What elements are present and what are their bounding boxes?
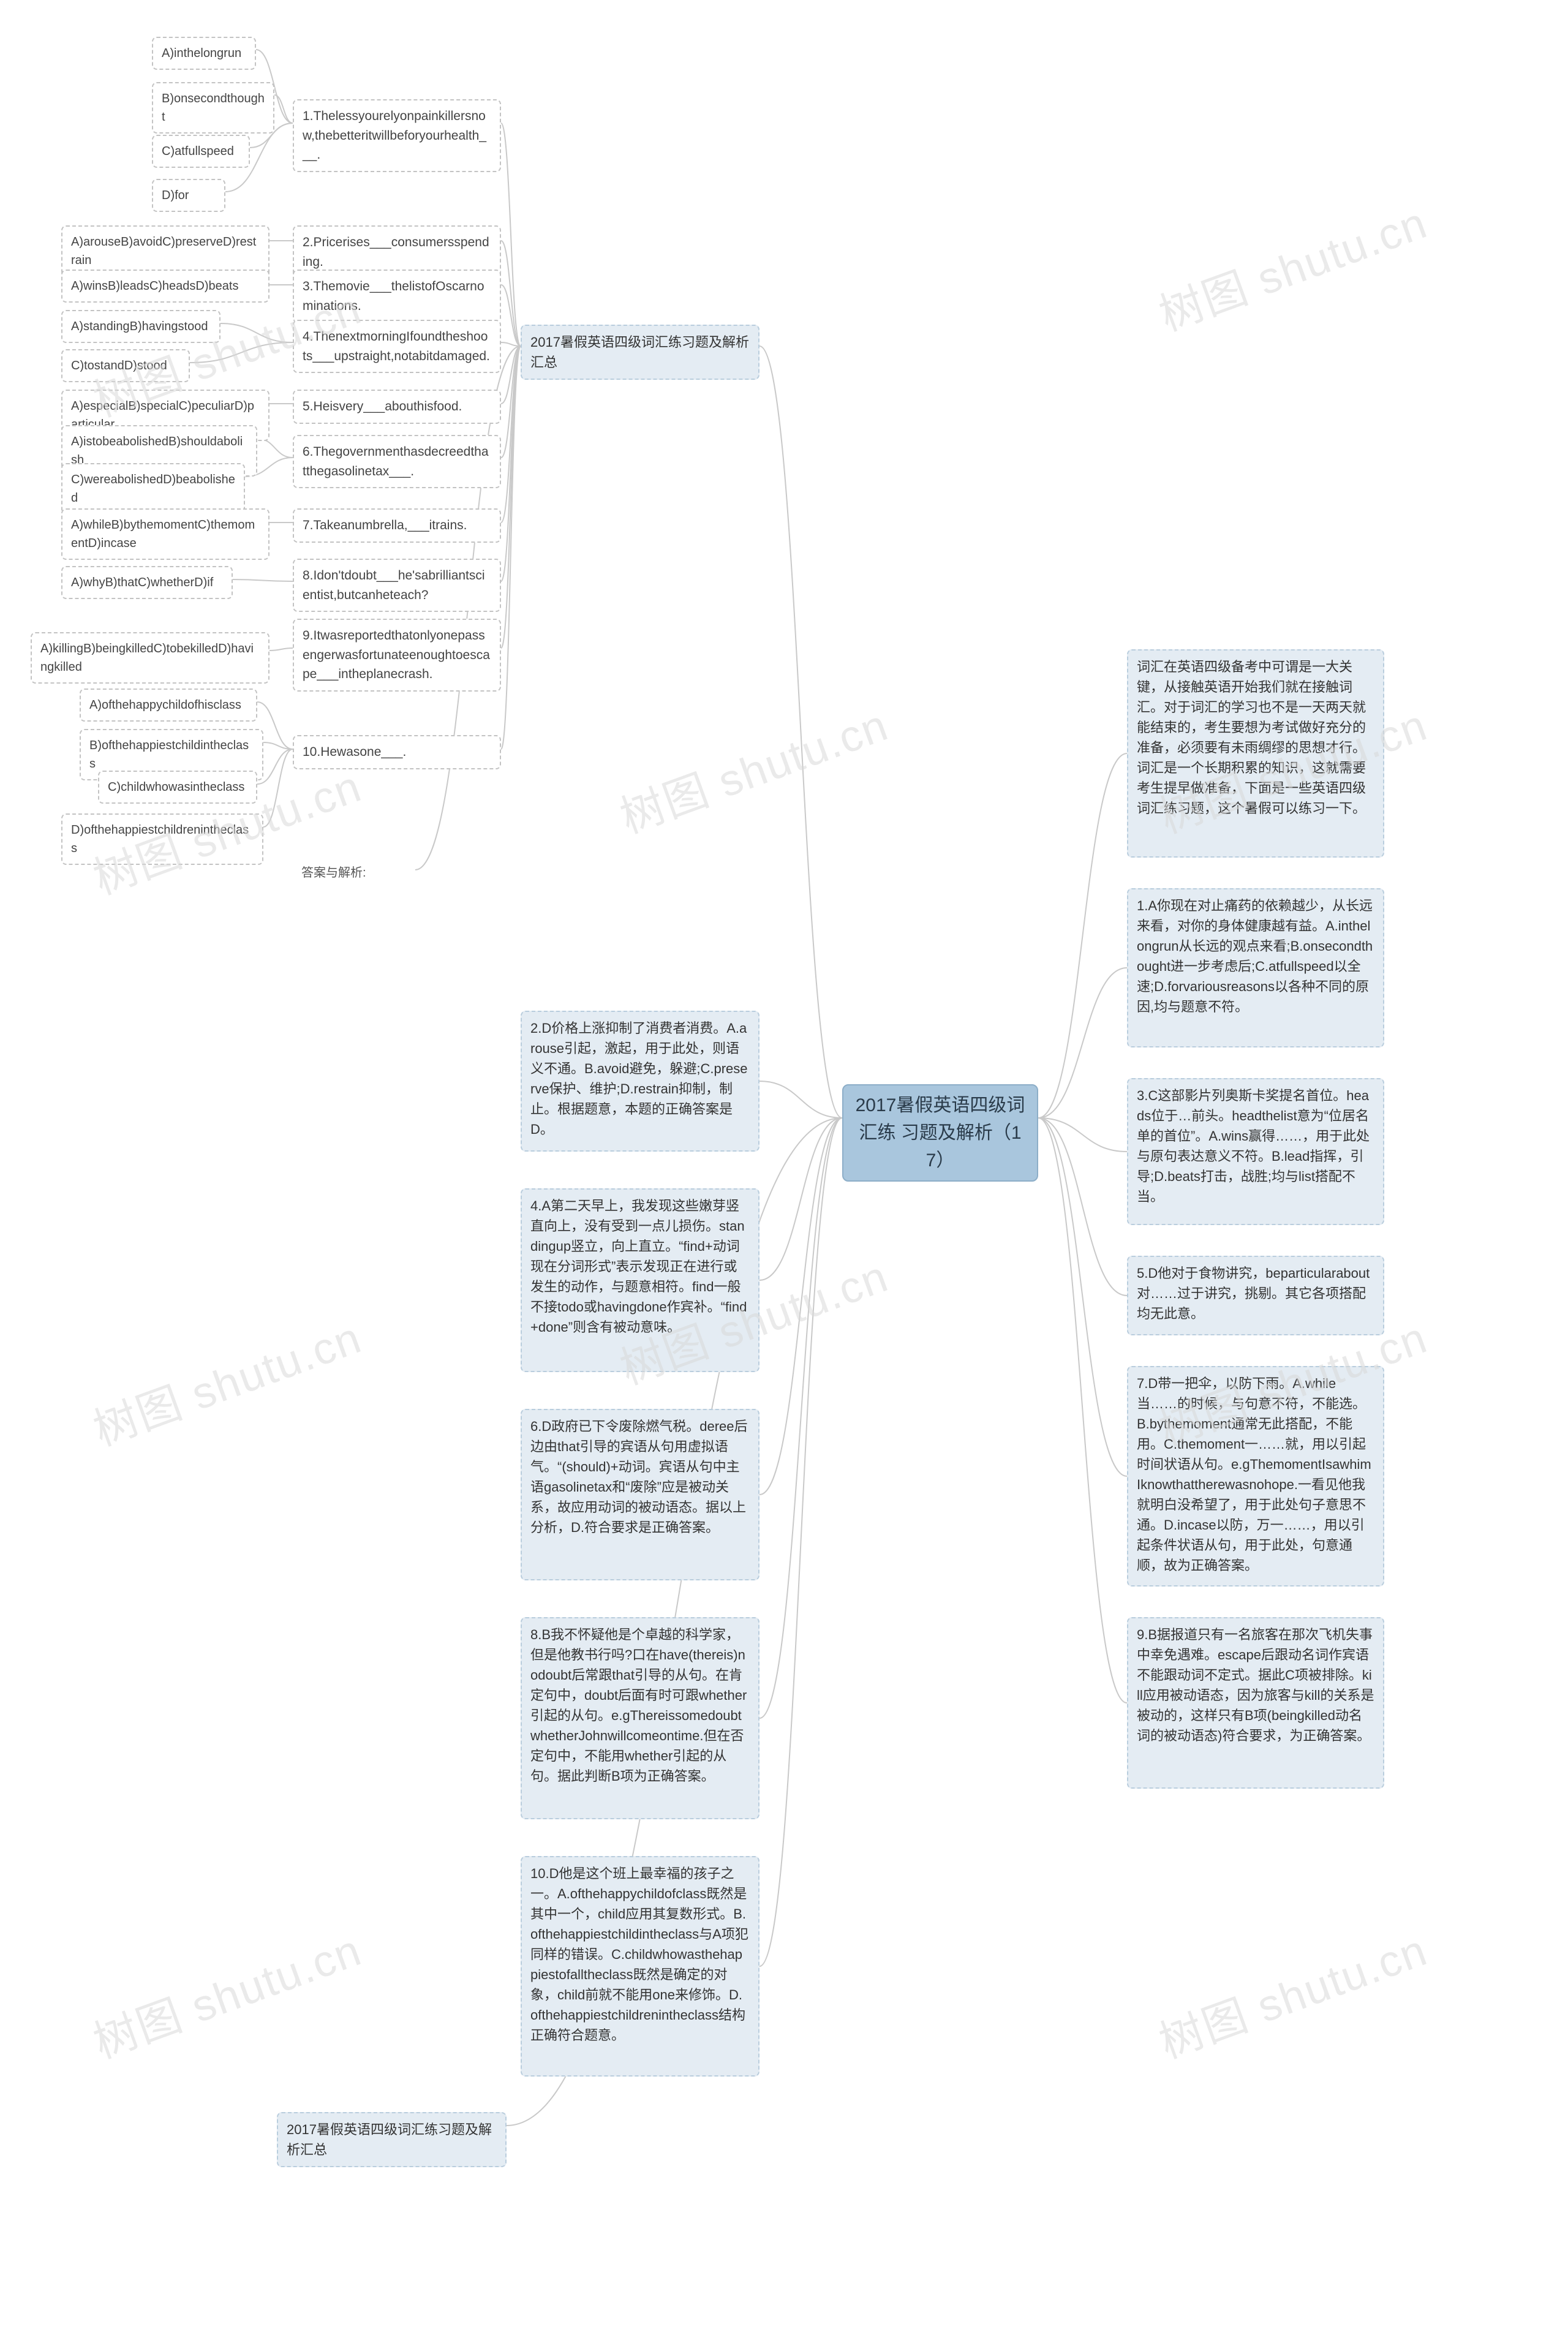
q4a[interactable]: A)standingB)havingstood: [61, 310, 221, 343]
q10c[interactable]: C)childwhowasintheclass: [98, 771, 257, 804]
ll-a4[interactable]: 4.A第二天早上，我发现这些嫩芽竖直向上，没有受到一点儿损伤。standingu…: [521, 1188, 760, 1372]
watermark: 树图 shutu.cn: [83, 1914, 369, 2070]
q7[interactable]: 7.Takeanumbrella,___itrains.: [293, 508, 501, 543]
q10[interactable]: 10.Hewasone___.: [293, 735, 501, 769]
q1d[interactable]: D)for: [152, 179, 225, 212]
q1b[interactable]: B)onsecondthought: [152, 82, 274, 134]
q10a[interactable]: A)ofthehappychildofhisclass: [80, 689, 257, 722]
ll-final[interactable]: 2017暑假英语四级词汇练习题及解析汇总: [277, 2112, 507, 2167]
watermark: 树图 shutu.cn: [1149, 187, 1434, 343]
r-intro[interactable]: 词汇在英语四级备考中可谓是一大关键，从接触英语开始我们就在接触词汇。对于词汇的学…: [1127, 649, 1384, 858]
ll-summary[interactable]: 2017暑假英语四级词汇练习题及解析汇总: [521, 325, 760, 380]
q8[interactable]: 8.Idon'tdoubt___he'sabrilliantscientist,…: [293, 559, 501, 612]
r-a3[interactable]: 3.C这部影片列奥斯卡奖提名首位。heads位于…前头。headthelist意…: [1127, 1078, 1384, 1225]
r-a5[interactable]: 5.D他对于食物讲究，beparticularabout对……过于讲究，挑剔。其…: [1127, 1256, 1384, 1335]
q9o[interactable]: A)killingB)beingkilledC)tobekilledD)havi…: [31, 632, 270, 684]
r-a7[interactable]: 7.D带一把伞，以防下雨。A.while当……的时候，与句意不符，不能选。B.b…: [1127, 1366, 1384, 1587]
q10d[interactable]: D)ofthehappiestchildrenintheclass: [61, 813, 263, 865]
mindmap-center-node[interactable]: 2017暑假英语四级词汇练 习题及解析（17）: [842, 1084, 1038, 1182]
q6b[interactable]: C)wereabolishedD)beabolished: [61, 463, 245, 515]
q3[interactable]: 3.Themovie___thelistofOscarnominations.: [293, 270, 501, 323]
q7o[interactable]: A)whileB)bythemomentC)themomentD)incase: [61, 508, 270, 560]
q4[interactable]: 4.ThenextmorningIfoundtheshoots___upstra…: [293, 320, 501, 373]
ll-a8[interactable]: 8.B我不怀疑他是个卓越的科学家，但是他教书行吗?口在have(thereis)…: [521, 1617, 760, 1819]
watermark: 树图 shutu.cn: [610, 689, 895, 845]
q1a[interactable]: A)inthelongrun: [152, 37, 256, 70]
q6[interactable]: 6.Thegovernmenthasdecreedthatthegasoline…: [293, 435, 501, 488]
r-a1[interactable]: 1.A你现在对止痛药的依赖越少，从长远来看，对你的身体健康越有益。A.inthe…: [1127, 888, 1384, 1047]
ll-a2[interactable]: 2.D价格上涨抑制了消费者消费。A.arouse引起，激起，用于此处，则语义不通…: [521, 1011, 760, 1152]
q4b[interactable]: C)tostandD)stood: [61, 349, 190, 382]
ll-a10[interactable]: 10.D他是这个班上最幸福的孩子之一。A.ofthehappychildofcl…: [521, 1856, 760, 2077]
watermark: 树图 shutu.cn: [1149, 1914, 1434, 2070]
q5[interactable]: 5.Heisvery___abouthisfood.: [293, 390, 501, 424]
q9[interactable]: 9.Itwasreportedthatonlyonepassengerwasfo…: [293, 619, 501, 692]
q1c[interactable]: C)atfullspeed: [152, 135, 250, 168]
ans-label: 答案与解析:: [293, 858, 415, 888]
q1[interactable]: 1.Thelessyourelyonpainkillersnow,thebett…: [293, 99, 501, 172]
r-a9[interactable]: 9.B据报道只有一名旅客在那次飞机失事中幸免遇难。escape后跟动名词作宾语不…: [1127, 1617, 1384, 1789]
q8o[interactable]: A)whyB)thatC)whetherD)if: [61, 566, 233, 599]
ll-a6[interactable]: 6.D政府已下令废除燃气税。deree后边由that引导的宾语从句用虚拟语气。“…: [521, 1409, 760, 1580]
watermark: 树图 shutu.cn: [83, 1302, 369, 1458]
q3o[interactable]: A)winsB)leadsC)headsD)beats: [61, 270, 270, 303]
